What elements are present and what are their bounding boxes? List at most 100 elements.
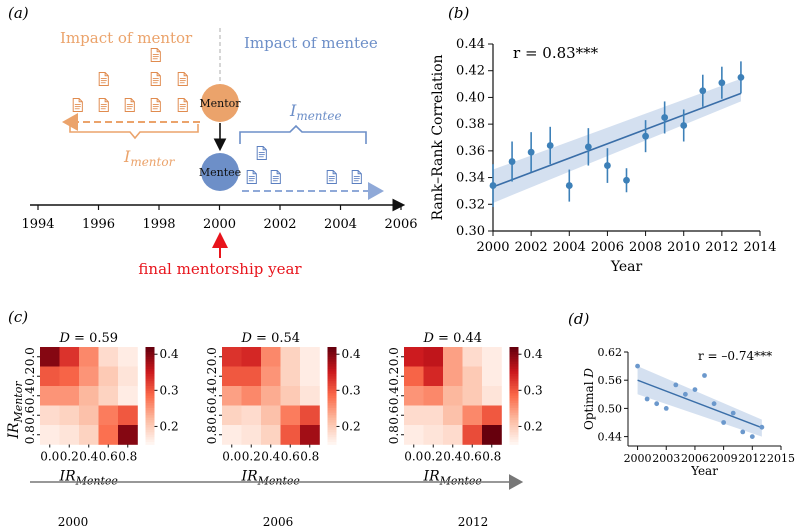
mentor-node xyxy=(201,84,239,122)
colorbar-segment xyxy=(327,442,337,445)
data-point xyxy=(740,429,746,435)
data-point xyxy=(508,158,516,165)
y-tick-label: 0.6 xyxy=(387,406,401,425)
heatmap-cell xyxy=(462,366,483,387)
heatmap-title: D = 0.59 xyxy=(58,331,118,346)
colorbar-segment xyxy=(327,364,337,367)
x-tick-label: 0.6 xyxy=(281,450,300,464)
data-point xyxy=(635,363,640,369)
y-tick-label: 0.56 xyxy=(598,374,623,387)
x-tick-label: 2000 xyxy=(476,240,509,255)
colorbar-segment xyxy=(327,366,337,370)
heatmap-cell xyxy=(462,347,483,367)
document-icon xyxy=(177,98,188,112)
panel-c-heatmaps: (c) D = 0.590.0 0.2 0.4 0.6 0.80.00.20.40.60… xyxy=(6,308,543,529)
heatmap-cell xyxy=(300,386,320,406)
colorbar-segment xyxy=(145,393,155,397)
colorbar-segment xyxy=(327,349,337,353)
document-icon xyxy=(98,98,109,112)
y-tick-label: 0.2 xyxy=(387,367,401,386)
colorbar-segment xyxy=(145,371,155,375)
document-icon xyxy=(270,170,281,184)
heatmap-cell xyxy=(482,386,502,406)
heatmap-cell xyxy=(118,347,138,367)
x-tick-label: 0.2 xyxy=(424,450,443,464)
heatmap-cell xyxy=(482,366,502,387)
data-point xyxy=(546,142,554,149)
document-icon xyxy=(124,98,135,112)
heatmap-cell xyxy=(261,405,281,426)
heatmap-cell xyxy=(404,386,424,406)
heatmap-cell xyxy=(241,405,262,426)
colorbar-tick-label: 0.4 xyxy=(524,347,543,361)
colorbar-segment xyxy=(509,412,519,416)
heatmap-cell xyxy=(423,386,444,406)
data-point xyxy=(663,406,669,411)
y-tick-label: 0.8 xyxy=(23,425,37,444)
colorbar-segment xyxy=(145,417,155,421)
x-tick-label: 0.4 xyxy=(443,450,462,464)
y-tick-label: 0.62 xyxy=(598,346,623,359)
heatmap-cell xyxy=(300,347,320,367)
colorbar-segment xyxy=(327,371,337,375)
colorbar-segment xyxy=(145,410,155,414)
ir-mentee-axis-label: IRMentee xyxy=(59,469,119,488)
heatmap-cell xyxy=(443,405,463,426)
heatmap-cell xyxy=(118,425,138,445)
heatmap-cell xyxy=(98,425,119,445)
colorbar-segment xyxy=(327,381,337,384)
colorbar-segment xyxy=(327,368,337,372)
heatmap-cell xyxy=(222,347,242,367)
x-tick-label: 2004 xyxy=(553,240,586,255)
colorbar-segment xyxy=(145,407,155,411)
data-point xyxy=(737,73,745,81)
colorbar-segment xyxy=(145,429,155,433)
colorbar-segment xyxy=(145,368,155,372)
y-tick-label: 0.2 xyxy=(205,367,219,386)
heatmap-cell xyxy=(40,425,60,445)
colorbar-segment xyxy=(145,425,155,428)
timeline-tick-label: 2004 xyxy=(324,217,357,232)
colorbar-tick-label: 0.4 xyxy=(160,347,179,361)
document-icon xyxy=(150,98,161,112)
colorbar-segment xyxy=(145,395,155,399)
colorbar-tick-label: 0.2 xyxy=(524,419,543,433)
data-point xyxy=(682,391,688,397)
colorbar-segment xyxy=(509,373,519,377)
heatmap-cell xyxy=(40,366,60,387)
heatmap-cell xyxy=(443,425,463,445)
ir-mentor-axis-label: IRMentor xyxy=(6,381,25,440)
colorbar-segment xyxy=(327,398,337,402)
y-tick-label: 0.40 xyxy=(456,90,485,105)
heatmap-cell xyxy=(300,405,320,426)
y-axis-title: Optimal D xyxy=(582,368,596,430)
colorbar-segment xyxy=(145,361,155,365)
y-tick-label: 0.2 xyxy=(23,367,37,386)
heatmap-cell xyxy=(443,347,463,367)
colorbar-segment xyxy=(327,376,337,380)
colorbar-segment xyxy=(145,400,155,404)
y-tick-label: 0.0 xyxy=(387,347,401,366)
heatmap-title: D = 0.44 xyxy=(422,331,482,346)
colorbar-tick-label: 0.3 xyxy=(160,383,179,397)
colorbar-segment xyxy=(145,439,155,443)
panel-b-chart: (b) 0.30 0.32 0.34 0.36 0.38 0.40 0.42 0.44 2000… xyxy=(430,4,777,275)
colorbar-segment xyxy=(327,422,337,426)
colorbar-segment xyxy=(145,373,155,377)
colorbar-segment xyxy=(509,386,519,389)
mentor-node-label: Mentor xyxy=(199,97,241,110)
data-point xyxy=(604,162,611,169)
mentee-brace xyxy=(239,124,367,144)
colorbar-segment xyxy=(327,429,337,433)
panel-b-r-annotation: r = 0.83*** xyxy=(513,44,599,62)
colorbar-segment xyxy=(327,417,337,421)
data-point xyxy=(584,143,592,151)
colorbar-segment xyxy=(327,347,337,350)
x-tick-label: 0.8 xyxy=(300,450,319,464)
colorbar-segment xyxy=(145,420,155,423)
heatmap-cell xyxy=(79,425,99,445)
colorbar-segment xyxy=(509,422,519,426)
mentor-brace xyxy=(69,124,199,140)
x-tick-label: 0.0 xyxy=(404,450,423,464)
heatmap-cell xyxy=(59,347,80,367)
